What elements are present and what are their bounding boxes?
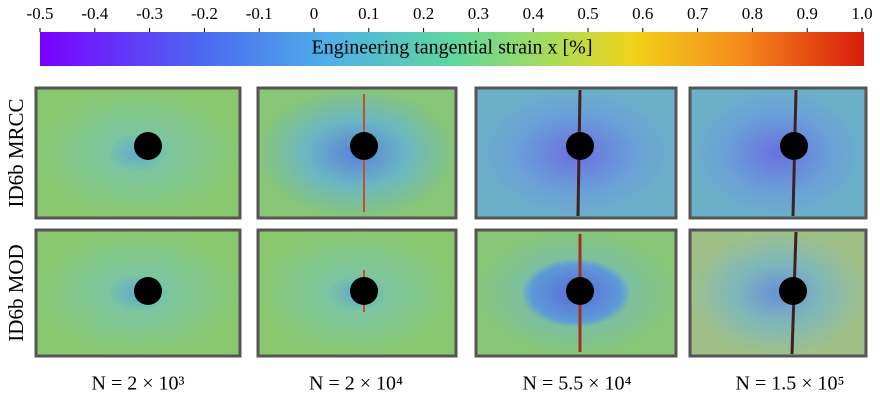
tick-label: -0.1 — [246, 4, 273, 23]
colorbar — [40, 32, 864, 66]
tick-label: -0.3 — [136, 4, 163, 23]
tick-label: 0.2 — [413, 4, 434, 23]
tick-label: 0.4 — [523, 4, 545, 23]
tick-label: 0.9 — [797, 4, 818, 23]
column-label: N = 2 × 10³ — [92, 373, 185, 395]
tick-label: 0.6 — [632, 4, 653, 23]
row-label: ID6b MRCC — [4, 98, 28, 207]
tick-label: 0.8 — [742, 4, 763, 23]
column-label: N = 5.5 × 10⁴ — [523, 373, 632, 395]
tick-label: 0.3 — [468, 4, 489, 23]
column-label: N = 2 × 10⁴ — [309, 373, 403, 395]
tick-label: 0 — [310, 4, 319, 23]
tick-label: 0.5 — [577, 4, 598, 23]
tick-label: -0.2 — [191, 4, 218, 23]
row-label: ID6b MOD — [4, 244, 28, 341]
tick-label: 0.1 — [358, 4, 379, 23]
tick-label: -0.4 — [81, 4, 108, 23]
tick-label: 0.7 — [687, 4, 709, 23]
panels — [34, 86, 868, 358]
tick-label: 1.0 — [851, 4, 872, 23]
column-label: N = 1.5 × 10⁵ — [736, 373, 845, 395]
colorbar-label: Engineering tangential strain x [%] — [311, 37, 592, 59]
tick-label: -0.5 — [27, 4, 54, 23]
